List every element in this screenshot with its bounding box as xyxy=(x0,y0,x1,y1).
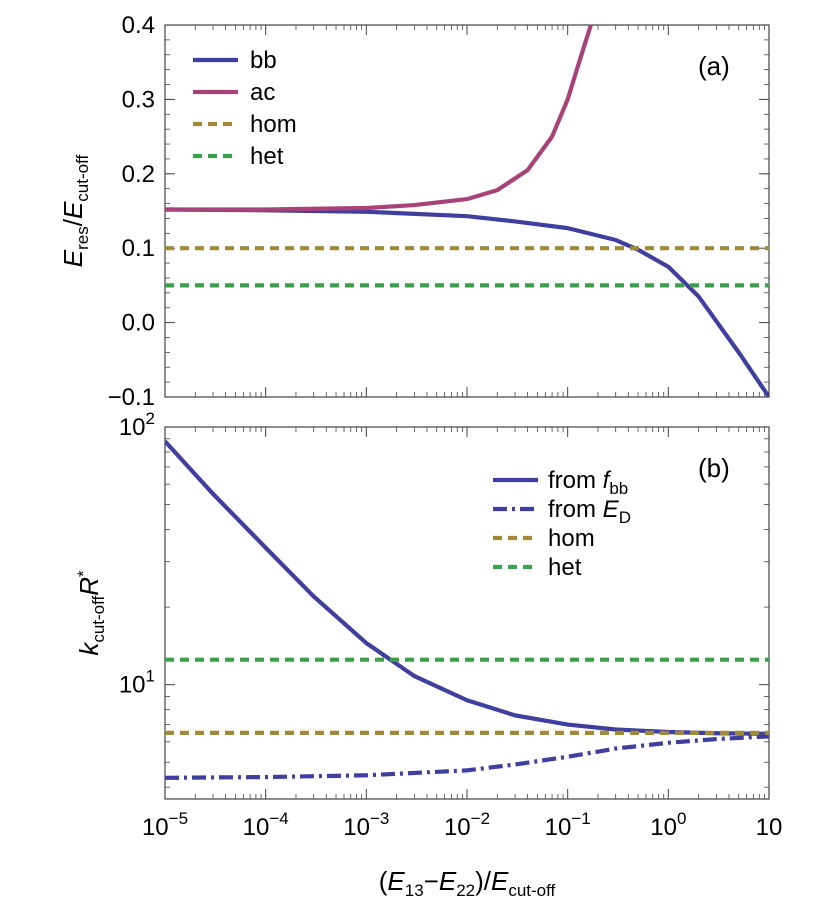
panel-a-series-line-0 xyxy=(165,207,769,397)
panel-a-ytick-label: 0.0 xyxy=(122,310,155,337)
panel-a-ticks: −0.1 0.0 0.1 0.2 0.3 0.4 xyxy=(108,12,770,411)
panel-a-series-line-1 xyxy=(165,25,593,212)
panel-b-series-line-0 xyxy=(165,439,769,736)
x-tick-label: 100 xyxy=(650,809,686,841)
panel-b-legend-label: het xyxy=(548,554,582,581)
panel-a-label: (a) xyxy=(698,51,730,81)
panel-b-series xyxy=(165,439,769,780)
panel-a-ylabel: Eres/Ecut-off xyxy=(58,154,92,267)
panel-a: −0.1 0.0 0.1 0.2 0.3 0.4 bb ac hom het (a) Eres/… xyxy=(58,12,770,411)
panel-b-label: (b) xyxy=(698,453,730,483)
panel-a-ytick-label: 0.4 xyxy=(122,12,155,39)
panel-b-series-line-1 xyxy=(165,734,769,780)
panel-a-ytick-label: −0.1 xyxy=(108,384,155,411)
panel-a-legend-label: hom xyxy=(250,111,297,138)
panel-a-legend-label: bb xyxy=(250,47,277,74)
panel-b-ticks: 10−5 10−4 10−3 10−2 10−1 100 10 101 102 xyxy=(119,409,783,841)
x-tick-label: 10 xyxy=(756,814,783,841)
x-tick-label: 10−4 xyxy=(243,809,289,841)
x-tick-label: 10−5 xyxy=(142,809,188,841)
x-tick-label: 10−3 xyxy=(343,809,389,841)
panel-a-ytick-label: 0.3 xyxy=(122,86,155,113)
x-axis-title: (E13−E22)/Ecut-off xyxy=(379,866,556,900)
x-tick-label: 10−2 xyxy=(444,809,490,841)
panel-b-legend-label: from ED xyxy=(548,496,631,527)
panel-b-ylabel: kcut-offR* xyxy=(74,570,108,656)
panel-a-ytick-label: 0.2 xyxy=(122,161,155,188)
panel-b-legend-label: hom xyxy=(548,525,595,552)
panel-a-legend-label: het xyxy=(250,143,284,170)
x-tick-label: 10−1 xyxy=(545,809,591,841)
panel-b-legend-label: from fbb xyxy=(548,467,628,498)
panel-a-legend: bb ac hom het xyxy=(193,47,297,170)
panel-b-ytick-label: 102 xyxy=(119,409,155,441)
panel-a-ytick-label: 0.1 xyxy=(122,235,155,262)
panel-a-series xyxy=(165,25,769,397)
panel-a-legend-label: ac xyxy=(250,79,275,106)
panel-b: 10−5 10−4 10−3 10−2 10−1 100 10 101 102 from fbb… xyxy=(74,409,782,900)
panel-b-ytick-label: 101 xyxy=(119,667,155,699)
